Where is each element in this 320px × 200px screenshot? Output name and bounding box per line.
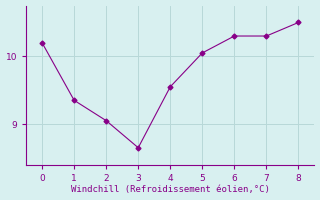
X-axis label: Windchill (Refroidissement éolien,°C): Windchill (Refroidissement éolien,°C) xyxy=(71,185,270,194)
